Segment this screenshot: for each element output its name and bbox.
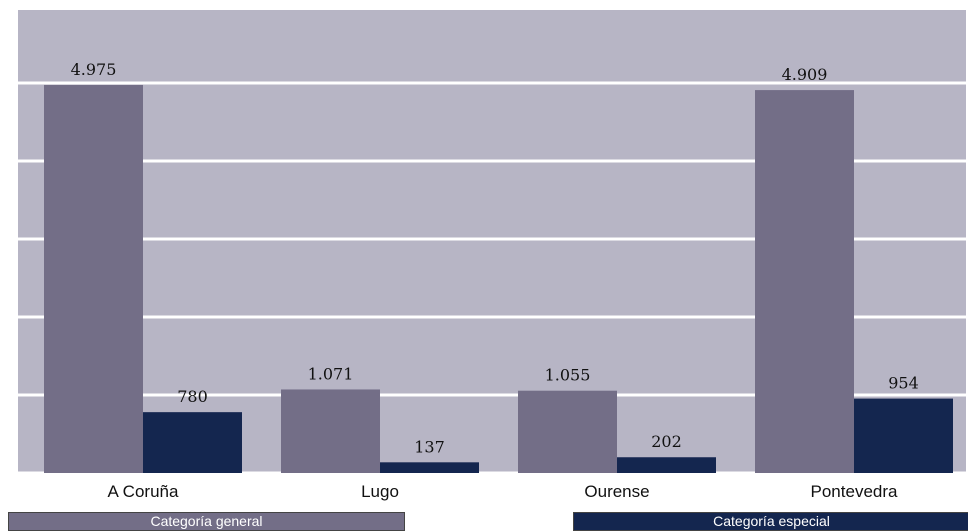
data-label-especial: 780	[177, 387, 208, 406]
category-labels: A Coruña Lugo Ourense Pontevedra	[108, 482, 898, 501]
legend-item-especial: Categoría especial	[573, 512, 968, 531]
bar-especial	[854, 398, 953, 473]
data-label-general: 1.055	[545, 366, 591, 385]
category-label: Ourense	[584, 482, 649, 501]
bar-general	[44, 84, 143, 473]
legend-item-general: Categoría general	[8, 512, 405, 531]
bar-especial	[143, 412, 242, 473]
data-label-especial: 954	[888, 374, 919, 393]
data-label-general: 4.909	[782, 65, 828, 84]
bar-general	[518, 390, 617, 473]
bar-general	[281, 389, 380, 473]
data-labels: 4.975 780 1.071 137 1.055 202 4.909 954	[71, 60, 919, 456]
category-label: Lugo	[361, 482, 399, 501]
data-label-especial: 202	[651, 432, 682, 451]
data-label-especial: 137	[414, 437, 445, 456]
bars	[44, 84, 953, 474]
bar-especial	[380, 462, 479, 473]
bar-general	[755, 90, 854, 474]
data-label-general: 1.071	[308, 364, 354, 383]
category-label: Pontevedra	[811, 482, 898, 501]
bar-especial	[617, 457, 716, 473]
category-label: A Coruña	[108, 482, 179, 501]
data-label-general: 4.975	[71, 60, 117, 79]
